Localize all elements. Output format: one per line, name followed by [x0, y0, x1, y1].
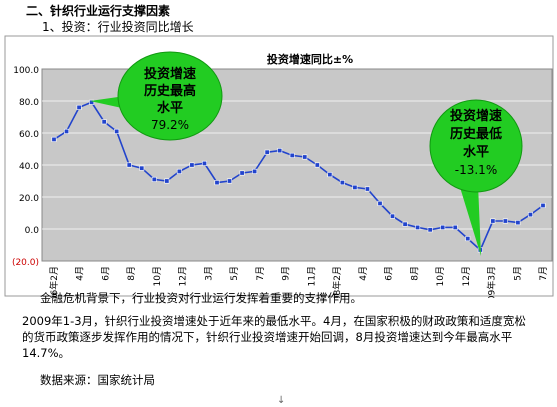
callout-low-line3: 水平	[463, 144, 489, 160]
x-tick-label: 5月	[512, 266, 523, 281]
data-point	[139, 165, 145, 171]
x-tick-label: 4月	[358, 266, 369, 281]
data-point	[402, 221, 408, 227]
data-point	[114, 128, 120, 134]
callout-low: 投资增速 历史最低 水平 -13.1%	[429, 99, 523, 256]
x-tick-label: 9月	[281, 266, 292, 281]
section-heading: 二、针织行业运行支撑因素	[26, 4, 171, 18]
data-point	[264, 149, 270, 155]
callout-high: 投资增速 历史最高 水平 79.2%	[90, 51, 223, 141]
data-point	[314, 162, 320, 168]
x-tick-label: 8月	[126, 266, 137, 281]
data-point	[64, 128, 70, 134]
callout-low-pointer	[459, 184, 481, 256]
callout-high-line1: 投资增速	[144, 66, 196, 82]
data-point	[277, 148, 283, 154]
x-tick-label: 12月	[178, 266, 189, 286]
series-points	[51, 99, 546, 253]
data-point	[164, 178, 170, 184]
data-point	[126, 162, 132, 168]
chart-area: 投资增速同比±% 100.0 80.0 60.0 40.0 20.0 0.0 (20.0) …	[0, 34, 557, 313]
x-tick-label: 7月	[255, 266, 266, 281]
data-point	[252, 168, 258, 174]
x-tick-label: 4月	[75, 266, 86, 281]
data-point	[76, 104, 82, 110]
callout-low-line1: 投资增速	[450, 108, 502, 124]
data-point	[239, 170, 245, 176]
x-tick-label: 3月	[203, 266, 214, 281]
data-point	[189, 162, 195, 168]
data-point	[201, 160, 207, 166]
data-point	[289, 152, 295, 158]
callout-high-line2: 历史最高	[144, 83, 196, 99]
callout-low-line2: 历史最低	[450, 126, 502, 142]
series-line	[53, 101, 544, 252]
data-point	[440, 224, 446, 230]
x-tick-label: 7月	[538, 266, 549, 281]
callout-high-pointer	[90, 97, 122, 108]
data-point	[427, 227, 433, 233]
callout-high-line3: 水平	[157, 100, 183, 116]
data-point	[151, 176, 157, 182]
y-tick-label: 20.0	[19, 194, 39, 204]
data-point	[540, 202, 546, 208]
section-subheading: 1、投资：行业投资同比增长	[42, 20, 194, 34]
y-axis-ticks: 100.0 80.0 60.0 40.0 20.0 0.0 (20.0)	[12, 66, 39, 268]
data-point	[352, 184, 358, 190]
data-point	[364, 186, 370, 192]
x-tick-label: 5月	[229, 266, 240, 281]
down-arrow-icon: ↓	[277, 395, 286, 406]
y-tick-label: (20.0)	[12, 258, 39, 268]
chart-title: 投资增速同比±%	[267, 52, 353, 66]
data-point	[176, 168, 182, 174]
data-point	[101, 119, 107, 125]
data-point	[390, 213, 396, 219]
x-tick-label: 10月	[435, 266, 446, 286]
y-tick-label: 0.0	[25, 226, 40, 236]
x-tick-label: 12月	[461, 266, 472, 286]
data-point	[377, 200, 383, 206]
y-tick-label: 100.0	[13, 66, 39, 76]
callout-high-bubble	[117, 51, 223, 141]
data-point	[214, 180, 220, 186]
data-point	[51, 136, 57, 142]
data-point	[415, 224, 421, 230]
callout-low-bubble	[429, 99, 523, 193]
y-tick-label: 60.0	[19, 130, 39, 140]
callout-high-value: 79.2%	[151, 118, 189, 132]
callout-low-value: -13.1%	[455, 163, 497, 177]
y-tick-label: 80.0	[19, 98, 39, 108]
x-tick-label: 6月	[384, 266, 395, 281]
y-tick-label: 40.0	[19, 162, 39, 172]
data-point	[502, 218, 508, 224]
data-point	[327, 172, 333, 178]
data-point	[527, 212, 533, 218]
paragraph-analysis: 2009年1-3月，针织行业投资增速处于近年来的最低水平。4月，在国家积极的财政…	[22, 314, 526, 360]
data-point	[490, 218, 496, 224]
series-polyline	[53, 101, 544, 252]
x-tick-label: 8月	[409, 266, 420, 281]
x-tick-label: 11月	[306, 266, 317, 286]
data-point	[339, 180, 345, 186]
data-point	[89, 99, 95, 105]
investment-growth-chart: 投资增速同比±% 100.080.060.040.020.00.0(20.0) …	[4, 35, 554, 313]
data-point	[452, 224, 458, 230]
x-tick-label: 6月	[100, 266, 111, 281]
x-tick-label: 10月	[152, 266, 163, 286]
data-point	[515, 220, 521, 226]
data-point	[465, 236, 471, 242]
paragraph-background: 金融危机背景下，行业投资对行业运行发挥着重要的支撑作用。	[40, 291, 362, 305]
data-source: 数据来源：国家统计局	[40, 373, 155, 387]
data-point	[302, 154, 308, 160]
data-point	[227, 178, 233, 184]
